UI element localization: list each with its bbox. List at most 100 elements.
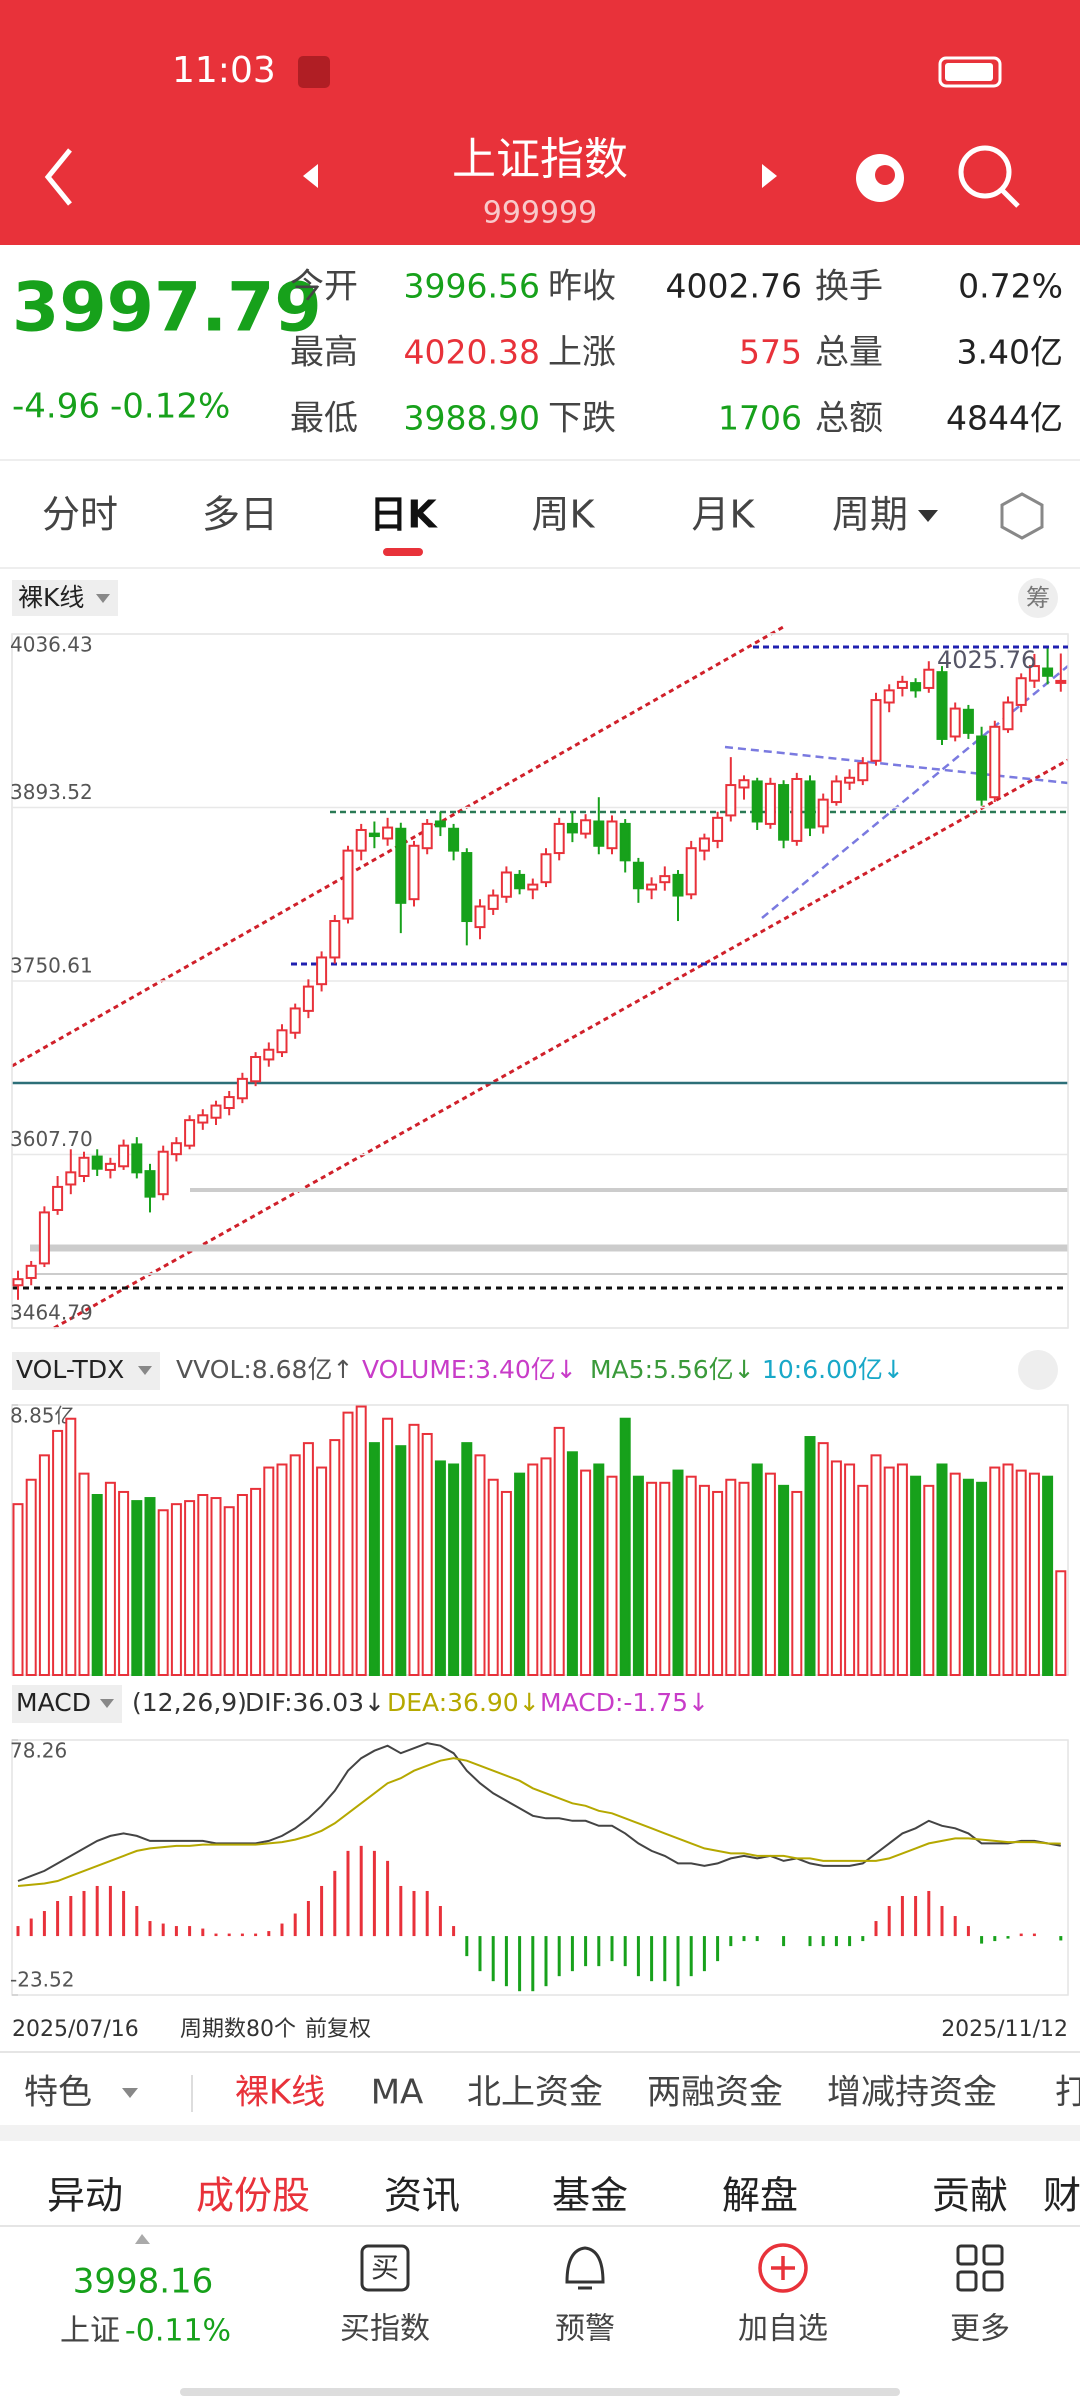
volume-bar xyxy=(157,1509,169,1677)
volume-bar xyxy=(1002,1463,1014,1677)
nav-label[interactable]: 更多 xyxy=(950,2312,1010,2347)
volume-bar xyxy=(421,1432,433,1676)
candle-body xyxy=(593,820,605,847)
header-title: 上证指数 xyxy=(452,134,628,185)
tab-underline xyxy=(383,548,423,556)
candle-body xyxy=(923,668,935,689)
section-tab[interactable]: 异动 xyxy=(47,2174,123,2218)
tab[interactable]: 分时 xyxy=(42,493,118,537)
nav-label[interactable]: 预警 xyxy=(555,2312,615,2347)
candle-body xyxy=(104,1162,116,1171)
search-handle xyxy=(1000,188,1020,208)
section-tab[interactable]: 解盘 xyxy=(722,2174,798,2218)
dropdown-arrow xyxy=(918,510,938,522)
indicator-tab[interactable]: 特色 xyxy=(24,2073,92,2113)
indicator-tab[interactable]: 增减持资金 xyxy=(827,2073,997,2113)
trend-line xyxy=(761,665,1069,919)
indicator-label: MACD xyxy=(16,1688,91,1717)
indicator-tab[interactable]: 北上资金 xyxy=(467,2073,603,2113)
chip-button[interactable] xyxy=(1018,578,1058,618)
candle-body xyxy=(289,1007,301,1034)
indicator-tab[interactable]: MA xyxy=(371,2073,424,2113)
volume-bar xyxy=(1055,1570,1067,1677)
candle-body xyxy=(223,1096,235,1110)
candle-body xyxy=(25,1264,37,1279)
settings-button[interactable] xyxy=(1000,492,1044,540)
add-icon xyxy=(758,2243,808,2293)
section-tab[interactable]: 基金 xyxy=(552,2174,628,2218)
volume-bar xyxy=(883,1466,895,1676)
volume-bar xyxy=(672,1469,684,1677)
candle-body xyxy=(250,1056,262,1083)
prev-button[interactable] xyxy=(303,164,318,188)
volume-bar xyxy=(1042,1475,1054,1677)
volume-bar xyxy=(923,1484,935,1676)
candle-body xyxy=(184,1119,196,1147)
candle-body xyxy=(527,883,539,891)
candle-body xyxy=(382,826,394,840)
next-button[interactable] xyxy=(762,164,777,188)
stat-label: 最低 xyxy=(290,399,358,439)
candle-body xyxy=(197,1114,209,1124)
header-code: 999999 xyxy=(483,196,598,231)
dropdown-arrow xyxy=(122,2088,138,2098)
volume-bar xyxy=(302,1442,314,1677)
section-tab[interactable]: 资讯 xyxy=(384,2174,460,2218)
candle-body xyxy=(712,816,724,842)
candle-body xyxy=(118,1144,130,1168)
volume-bar xyxy=(368,1442,380,1677)
tab[interactable]: 日K xyxy=(369,493,438,537)
volume-bar xyxy=(210,1497,222,1677)
candle-body xyxy=(329,920,341,959)
trend-line xyxy=(53,758,1069,1330)
volume-bar xyxy=(910,1475,922,1677)
period-count: 周期数80个 xyxy=(180,2017,296,2042)
candle-body xyxy=(857,762,869,782)
section-tab[interactable]: 财 xyxy=(1043,2174,1080,2218)
expand-button[interactable] xyxy=(1018,1350,1058,1390)
candle-body xyxy=(276,1029,288,1054)
candle-body xyxy=(12,1278,24,1287)
back-button[interactable] xyxy=(44,148,72,206)
search-button[interactable] xyxy=(958,145,1012,199)
tab[interactable]: 月K xyxy=(692,493,756,537)
candle-body xyxy=(883,689,895,704)
y-tick-label: 3750.61 xyxy=(10,954,93,978)
candle-body xyxy=(725,784,737,817)
volume-bar xyxy=(223,1506,235,1676)
candle-body xyxy=(302,985,314,1012)
y-tick-label: 8.85亿 xyxy=(10,1404,75,1428)
candle-body xyxy=(949,707,961,738)
tab[interactable]: 周K xyxy=(532,493,596,537)
tab[interactable]: 多日 xyxy=(202,493,278,537)
section-tab[interactable]: 贡献 xyxy=(932,2174,1008,2218)
volume-bar xyxy=(764,1472,776,1676)
volume-bar xyxy=(12,1503,24,1677)
indicator-tab[interactable]: 打 xyxy=(1055,2073,1080,2113)
indicator-box[interactable] xyxy=(12,1352,160,1390)
indicator-tab[interactable]: 两融资金 xyxy=(647,2073,783,2113)
buy-icon xyxy=(360,2244,410,2292)
volume-bar xyxy=(553,1426,565,1676)
battery xyxy=(938,56,1002,88)
volume-bar xyxy=(659,1481,671,1677)
indicator-tab[interactable]: 裸K线 xyxy=(235,2073,325,2113)
candle-body xyxy=(78,1156,90,1177)
indicator-box[interactable] xyxy=(12,1685,122,1723)
stat-value: 3.40亿 xyxy=(957,333,1063,372)
tab[interactable]: 周期 xyxy=(832,493,908,537)
quote-change: -4.96 xyxy=(12,387,100,427)
candle-body xyxy=(989,725,1001,799)
add-icon-plus xyxy=(771,2256,795,2280)
volume-bar xyxy=(830,1460,842,1676)
candle-body xyxy=(632,861,644,890)
candle-body xyxy=(157,1150,169,1196)
section-tab[interactable]: 成份股 xyxy=(196,2174,310,2218)
legend-entry: 10:6.00亿↓ xyxy=(762,1355,904,1384)
volume-bar xyxy=(870,1454,882,1676)
nav-label[interactable]: 加自选 xyxy=(738,2312,828,2347)
nav-label[interactable]: 买指数 xyxy=(340,2312,430,2347)
candle-body xyxy=(580,819,592,835)
candle-body xyxy=(791,777,803,842)
